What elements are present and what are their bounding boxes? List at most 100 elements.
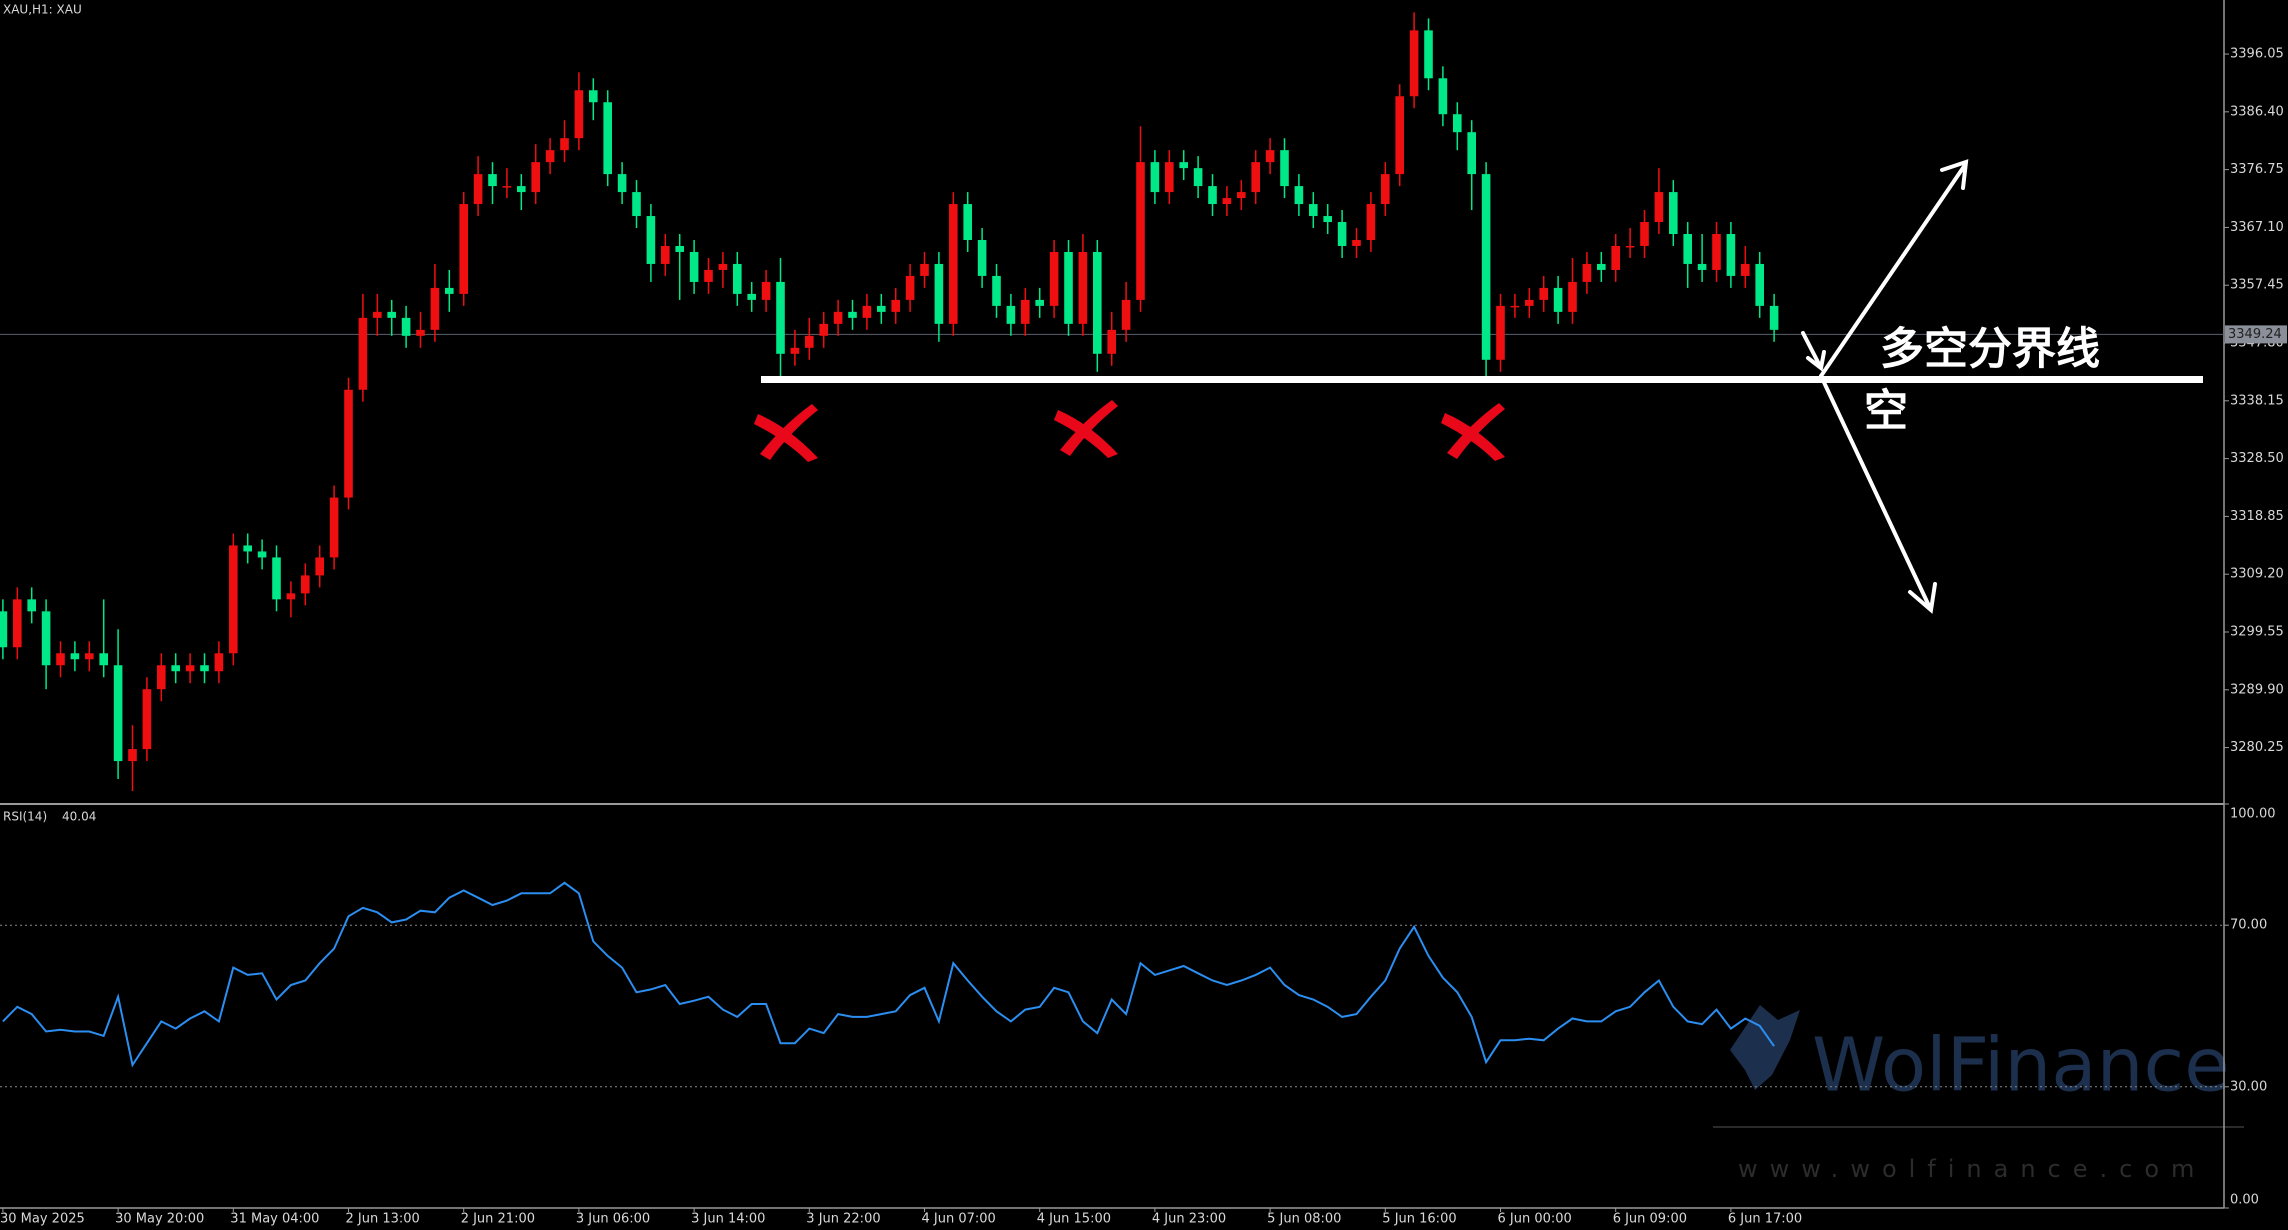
candle-body: [1409, 30, 1419, 97]
candle-body: [977, 239, 987, 276]
candle-body: [1265, 150, 1275, 163]
candle-body: [1006, 305, 1016, 324]
candle-body: [603, 102, 612, 175]
arrow-up: [1819, 163, 1967, 378]
candle-body: [1035, 299, 1044, 306]
x-tick-label: 6 Jun 09:00: [1613, 1212, 1687, 1227]
candle-body: [286, 593, 296, 600]
arrows: [1801, 159, 1969, 614]
x-tick-label: 6 Jun 00:00: [1498, 1212, 1572, 1227]
cross-mark: [754, 404, 818, 462]
y-tick-label: 70.00: [2230, 918, 2267, 933]
candle-body: [1222, 198, 1232, 205]
current-price-box: [2225, 325, 2287, 344]
candle-body: [387, 311, 396, 318]
candle-body: [1021, 299, 1030, 324]
y-tick-label: 3280.25: [2230, 740, 2284, 755]
candle-body: [1481, 174, 1491, 360]
y-tick-label: 100.00: [2230, 807, 2276, 822]
arrow-head: [1806, 350, 1826, 372]
x-tick-label: 5 Jun 16:00: [1382, 1212, 1456, 1227]
candle-body: [963, 204, 972, 240]
candle-body: [1078, 251, 1088, 324]
candle-body: [1049, 251, 1059, 306]
current-price-label: 3349.24: [2228, 327, 2282, 342]
annotation: 空: [1864, 386, 1908, 437]
candle-body: [473, 174, 483, 205]
candle-body: [142, 689, 152, 750]
candle-body: [891, 299, 900, 312]
y-tick-label: 3299.55: [2230, 625, 2284, 640]
candle-body: [1755, 263, 1764, 306]
candle-body: [761, 281, 771, 300]
candle-body: [1093, 251, 1102, 354]
annotation: 多空分界线: [1880, 324, 2100, 375]
candle-body: [27, 599, 36, 612]
candle-body: [704, 269, 713, 282]
url: www.wolfinance.com: [1738, 1155, 2206, 1183]
candle-body: [661, 245, 670, 264]
candle-body: [99, 653, 108, 666]
candle-body: [1107, 329, 1116, 354]
candle-body: [1496, 305, 1505, 360]
rsi-line: [2, 881, 1775, 1068]
candle-body: [1597, 263, 1606, 270]
candle-body: [214, 653, 224, 672]
candle-body: [243, 545, 252, 552]
y-tick-label: 3386.40: [2230, 104, 2284, 119]
x-tick-label: 31 May 04:00: [230, 1212, 319, 1227]
candle-body: [1697, 263, 1707, 270]
candle-body: [1136, 162, 1145, 300]
candle-body: [790, 347, 800, 354]
candle-body: [200, 665, 209, 672]
x-tick-label: 3 Jun 14:00: [691, 1212, 765, 1227]
candle-body: [689, 251, 699, 282]
rsi-value: 40.04: [62, 810, 96, 824]
arrow-head: [1940, 159, 1969, 190]
candle-body: [113, 665, 123, 762]
candle-body: [1294, 186, 1304, 205]
candle-body: [157, 665, 166, 690]
annotations: [754, 159, 1969, 614]
candle-body: [675, 245, 684, 252]
candle-body: [1064, 251, 1073, 324]
candle-body: [229, 545, 238, 654]
candle-body: [776, 281, 785, 354]
chart-title: XAU,H1: XAU: [3, 3, 82, 17]
candle-body: [1121, 299, 1131, 330]
wolf-icon: [1730, 1005, 1800, 1090]
candle-body: [1193, 168, 1203, 187]
candle-body: [1280, 150, 1289, 187]
candle-body: [373, 311, 382, 318]
candle-body: [1467, 132, 1476, 175]
candle-body: [171, 665, 180, 672]
candle-body: [531, 162, 540, 193]
candle-body: [445, 287, 454, 294]
candle-body: [1251, 162, 1260, 193]
cross-marks: [754, 400, 1505, 462]
candle-body: [1625, 245, 1635, 248]
candle-body: [488, 174, 497, 187]
x-tick-label: 4 Jun 23:00: [1152, 1212, 1226, 1227]
candle-body: [358, 317, 368, 390]
candle-body: [805, 335, 814, 348]
candle-body: [617, 174, 627, 193]
candle-body: [1395, 96, 1404, 175]
cross-mark: [1054, 400, 1118, 458]
candle-body: [1553, 287, 1563, 312]
candle-body: [1611, 245, 1620, 270]
candle-body: [718, 263, 728, 270]
candle-body: [315, 557, 324, 576]
candle-body: [1424, 30, 1433, 79]
x-tick-label: 5 Jun 08:00: [1267, 1212, 1341, 1227]
candle-body: [1208, 186, 1217, 205]
candle-body: [819, 323, 828, 336]
rsi-title: RSI(14): [3, 810, 47, 824]
arrow-down: [1819, 374, 1932, 610]
x-tick-label: 3 Jun 06:00: [576, 1212, 650, 1227]
x-tick-label: 30 May 2025: [0, 1212, 85, 1227]
marks: 3396.053386.403376.753367.103357.453347.…: [0, 12, 2287, 1227]
candle-body: [401, 317, 411, 336]
candle-body: [272, 557, 281, 600]
